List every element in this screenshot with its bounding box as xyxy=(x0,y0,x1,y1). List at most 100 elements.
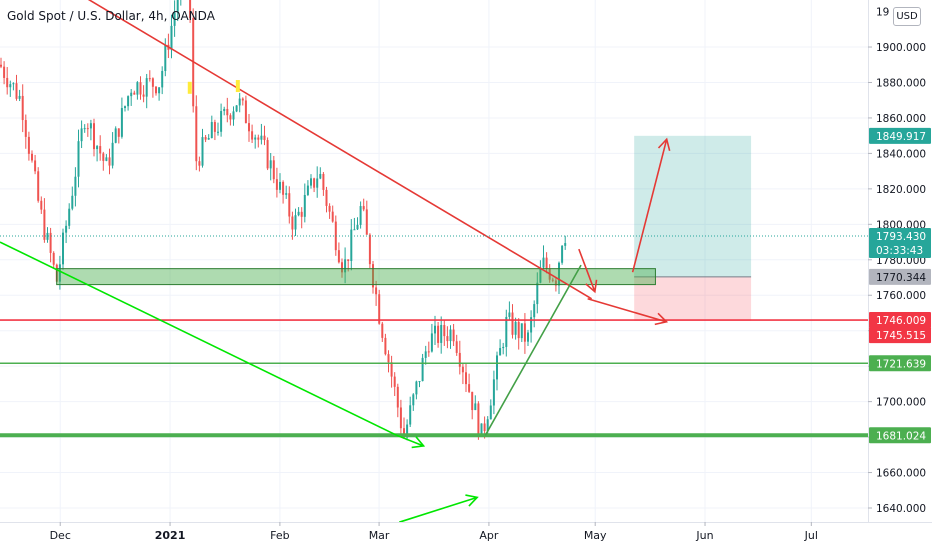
candle-body xyxy=(89,123,92,129)
trendline-arrow[interactable] xyxy=(587,298,667,323)
candle-body xyxy=(306,185,309,195)
candle-body xyxy=(424,351,427,358)
candle-body xyxy=(316,178,319,188)
down-arrow-short-head[interactable] xyxy=(585,279,598,294)
candle-body xyxy=(390,362,393,377)
candle-body xyxy=(198,161,201,166)
candle-body xyxy=(365,209,368,235)
time-tick-label: May xyxy=(584,529,607,542)
price-label-text: 1721.639 xyxy=(876,358,926,370)
price-tick-label: 1880.000 xyxy=(876,77,926,89)
candle-body xyxy=(226,108,229,116)
trendline-arrow-head[interactable] xyxy=(654,312,669,326)
candle-body xyxy=(387,354,390,363)
candle-body xyxy=(213,122,216,132)
candle-body xyxy=(418,381,421,383)
support-zone[interactable] xyxy=(56,268,656,286)
candle-body xyxy=(266,140,269,169)
candle-body xyxy=(217,131,219,133)
price-label-text: 03:33:43 xyxy=(876,245,923,257)
time-tick-label: Dec xyxy=(50,529,71,542)
trendline[interactable] xyxy=(85,0,593,300)
price-label-box xyxy=(869,355,931,372)
candle-body xyxy=(269,160,272,169)
candle-body xyxy=(65,225,68,233)
candle-body xyxy=(207,138,210,140)
candle-body xyxy=(279,181,281,190)
candle-body xyxy=(372,264,374,288)
candle-body xyxy=(27,136,30,154)
price-tick-label: 1900.000 xyxy=(876,42,926,54)
trendline[interactable] xyxy=(484,264,582,436)
candle-body xyxy=(244,100,247,124)
candle-body xyxy=(551,279,554,281)
candle-body xyxy=(461,366,464,373)
green-arrow-bottom-head[interactable] xyxy=(465,494,479,507)
candle-body xyxy=(34,160,37,172)
candle-body xyxy=(201,137,204,166)
candle-body xyxy=(440,325,443,343)
candle-body xyxy=(21,95,24,121)
green-arrow-low-head[interactable] xyxy=(411,436,426,449)
candle-body xyxy=(477,403,480,437)
price-tick-label: 1860.000 xyxy=(876,113,926,125)
candle-body xyxy=(403,428,405,438)
candle-body xyxy=(291,216,294,230)
candle-body xyxy=(124,106,126,109)
drawing-layer[interactable] xyxy=(0,0,868,523)
candlestick-series xyxy=(0,0,567,441)
candle-body xyxy=(368,234,371,265)
candle-body xyxy=(251,131,254,140)
candle-body xyxy=(421,357,424,382)
candle-body xyxy=(86,128,89,130)
candle-body xyxy=(158,87,161,94)
candle-body xyxy=(542,257,545,268)
chart-title: Gold Spot / U.S. Dollar, 4h, OANDA xyxy=(7,9,215,23)
down-arrow-short[interactable] xyxy=(578,248,596,292)
candle-body xyxy=(415,381,418,395)
candle-body xyxy=(341,262,343,273)
candle-body xyxy=(275,179,278,190)
candle-body xyxy=(173,12,176,26)
candle-body xyxy=(18,95,21,99)
position-profit-zone[interactable] xyxy=(634,135,752,277)
candle-body xyxy=(554,280,557,286)
candle-body xyxy=(362,206,365,210)
candle-body xyxy=(235,105,238,112)
candle-body xyxy=(294,215,297,230)
price-label-box xyxy=(869,312,931,329)
candle-body xyxy=(520,323,523,339)
highlight-marker xyxy=(235,80,240,93)
candle-body xyxy=(232,111,235,120)
candle-body xyxy=(58,264,61,282)
up-arrow-target[interactable] xyxy=(631,139,668,273)
candle-body xyxy=(452,329,455,342)
green-arrow-bottom[interactable] xyxy=(399,496,478,523)
candle-body xyxy=(434,325,436,334)
candle-body xyxy=(71,195,74,209)
candle-body xyxy=(46,232,49,240)
candle-body xyxy=(406,424,409,438)
up-arrow-target-head[interactable] xyxy=(657,137,671,152)
candle-body xyxy=(37,171,40,201)
candle-body xyxy=(62,232,64,265)
candle-body xyxy=(15,83,18,99)
candle-body xyxy=(189,0,192,19)
price-label-box xyxy=(869,427,931,444)
candle-body xyxy=(533,304,536,318)
candle-body xyxy=(356,224,359,230)
candle-body xyxy=(344,259,347,273)
currency-button[interactable]: USD xyxy=(893,7,921,26)
candle-body xyxy=(223,108,226,112)
trendline[interactable] xyxy=(0,241,398,437)
candle-body xyxy=(151,78,154,87)
candle-body xyxy=(325,189,328,206)
time-axis[interactable]: Dec 2021 Feb Mar Apr May Jun Jul xyxy=(0,522,932,550)
time-tick-label: Mar xyxy=(369,529,390,542)
price-label-text: 1681.024 xyxy=(876,430,926,442)
price-tick-label: 1700.000 xyxy=(876,397,926,409)
candle-body xyxy=(427,351,430,353)
candle-body xyxy=(263,135,266,141)
green-arrow-low[interactable] xyxy=(396,434,424,447)
